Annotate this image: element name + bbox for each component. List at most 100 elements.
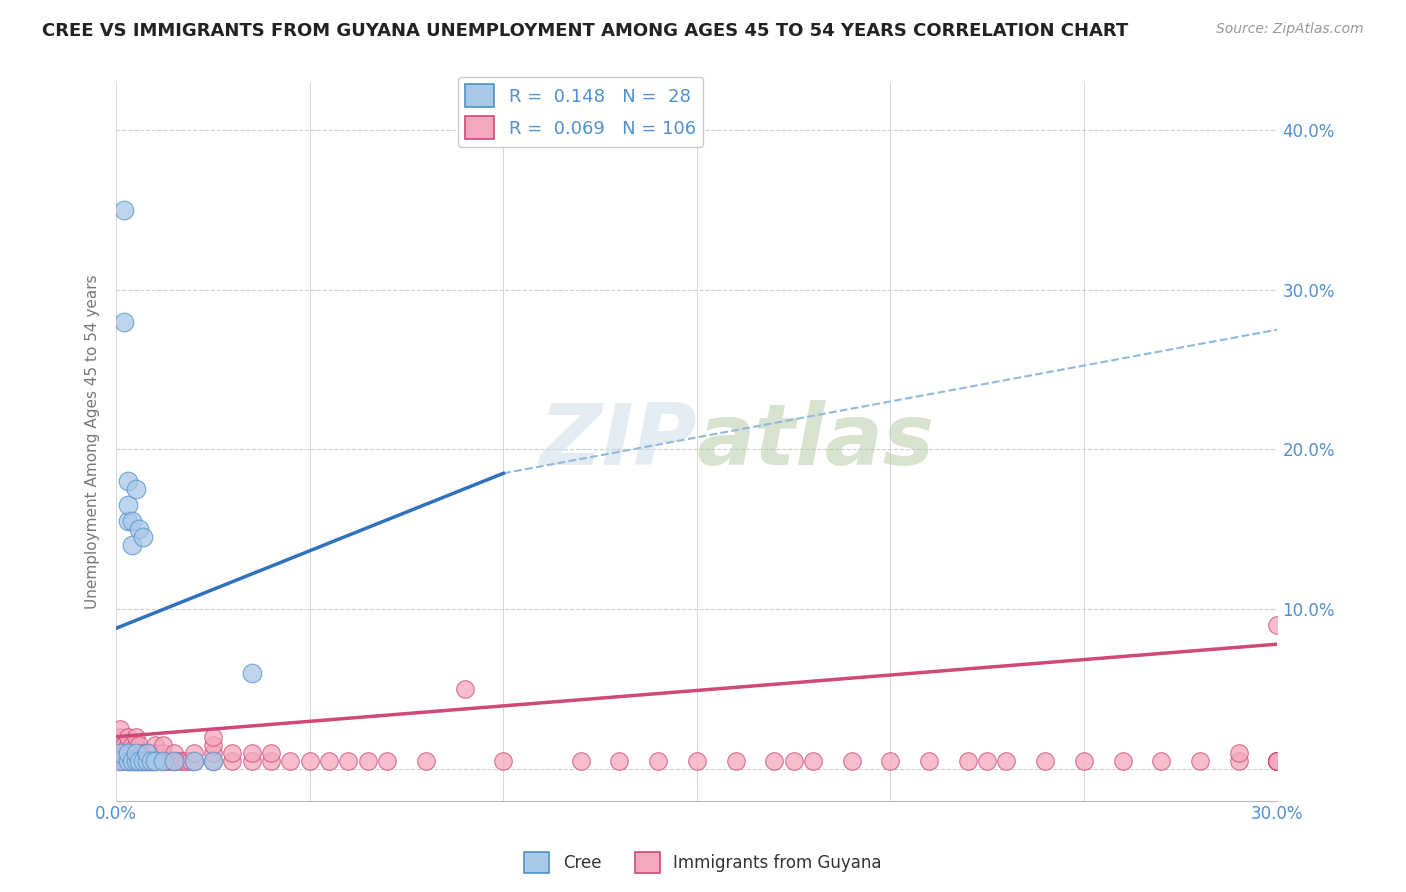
Point xyxy=(841,754,863,768)
Point xyxy=(117,475,139,489)
Point xyxy=(121,538,143,552)
Text: ZIP: ZIP xyxy=(540,400,697,483)
Point xyxy=(117,746,139,760)
Point xyxy=(240,665,263,680)
Point xyxy=(132,746,155,760)
Point xyxy=(124,754,146,768)
Point xyxy=(763,754,786,768)
Point xyxy=(108,738,131,752)
Point xyxy=(121,754,143,768)
Point xyxy=(108,754,131,768)
Point xyxy=(124,746,146,760)
Point xyxy=(569,754,592,768)
Point xyxy=(128,522,150,536)
Text: atlas: atlas xyxy=(697,400,935,483)
Point xyxy=(174,754,197,768)
Point xyxy=(260,754,283,768)
Point xyxy=(1267,754,1289,768)
Point xyxy=(108,722,131,736)
Point xyxy=(108,746,131,760)
Point xyxy=(782,754,804,768)
Point xyxy=(1267,754,1289,768)
Point xyxy=(1267,754,1289,768)
Point xyxy=(337,754,360,768)
Point xyxy=(143,754,166,768)
Point xyxy=(280,754,302,768)
Point xyxy=(918,754,941,768)
Point xyxy=(117,498,139,512)
Point xyxy=(112,738,135,752)
Point xyxy=(1227,746,1250,760)
Legend: Cree, Immigrants from Guyana: Cree, Immigrants from Guyana xyxy=(517,846,889,880)
Point xyxy=(152,738,174,752)
Point xyxy=(132,530,155,544)
Point xyxy=(724,754,747,768)
Point xyxy=(879,754,901,768)
Point xyxy=(1267,754,1289,768)
Point xyxy=(1267,754,1289,768)
Point xyxy=(143,738,166,752)
Point xyxy=(609,754,631,768)
Point xyxy=(1033,754,1056,768)
Point xyxy=(357,754,380,768)
Point xyxy=(202,746,225,760)
Point xyxy=(121,514,143,528)
Point xyxy=(415,754,437,768)
Point xyxy=(1267,754,1289,768)
Point xyxy=(179,754,201,768)
Point xyxy=(183,754,205,768)
Point xyxy=(155,754,177,768)
Point xyxy=(1267,754,1289,768)
Point xyxy=(240,754,263,768)
Point xyxy=(1267,754,1289,768)
Point xyxy=(128,754,150,768)
Point xyxy=(260,746,283,760)
Text: CREE VS IMMIGRANTS FROM GUYANA UNEMPLOYMENT AMONG AGES 45 TO 54 YEARS CORRELATIO: CREE VS IMMIGRANTS FROM GUYANA UNEMPLOYM… xyxy=(42,22,1129,40)
Point xyxy=(108,730,131,744)
Point xyxy=(318,754,340,768)
Point xyxy=(124,483,146,497)
Point xyxy=(117,738,139,752)
Point xyxy=(202,738,225,752)
Point xyxy=(1267,754,1289,768)
Point xyxy=(1150,754,1173,768)
Point xyxy=(170,754,193,768)
Point xyxy=(139,754,162,768)
Point xyxy=(1267,754,1289,768)
Point xyxy=(117,754,139,768)
Point xyxy=(121,754,143,768)
Point xyxy=(1267,754,1289,768)
Point xyxy=(108,754,131,768)
Point xyxy=(117,746,139,760)
Point xyxy=(976,754,998,768)
Point xyxy=(112,315,135,329)
Point xyxy=(1267,754,1289,768)
Point xyxy=(453,681,475,696)
Point xyxy=(139,754,162,768)
Point xyxy=(128,738,150,752)
Point xyxy=(117,754,139,768)
Point xyxy=(202,754,225,768)
Point xyxy=(686,754,709,768)
Point xyxy=(375,754,398,768)
Point xyxy=(647,754,669,768)
Point xyxy=(801,754,824,768)
Point xyxy=(121,746,143,760)
Point xyxy=(159,754,181,768)
Point xyxy=(167,754,190,768)
Point xyxy=(183,746,205,760)
Point xyxy=(132,754,155,768)
Point xyxy=(112,754,135,768)
Point xyxy=(112,202,135,217)
Point xyxy=(124,754,146,768)
Point xyxy=(298,754,321,768)
Point xyxy=(202,754,225,768)
Point xyxy=(492,754,515,768)
Point xyxy=(1267,754,1289,768)
Point xyxy=(121,738,143,752)
Point xyxy=(1267,618,1289,632)
Point xyxy=(1267,754,1289,768)
Point xyxy=(995,754,1018,768)
Point xyxy=(1073,754,1095,768)
Point xyxy=(132,754,155,768)
